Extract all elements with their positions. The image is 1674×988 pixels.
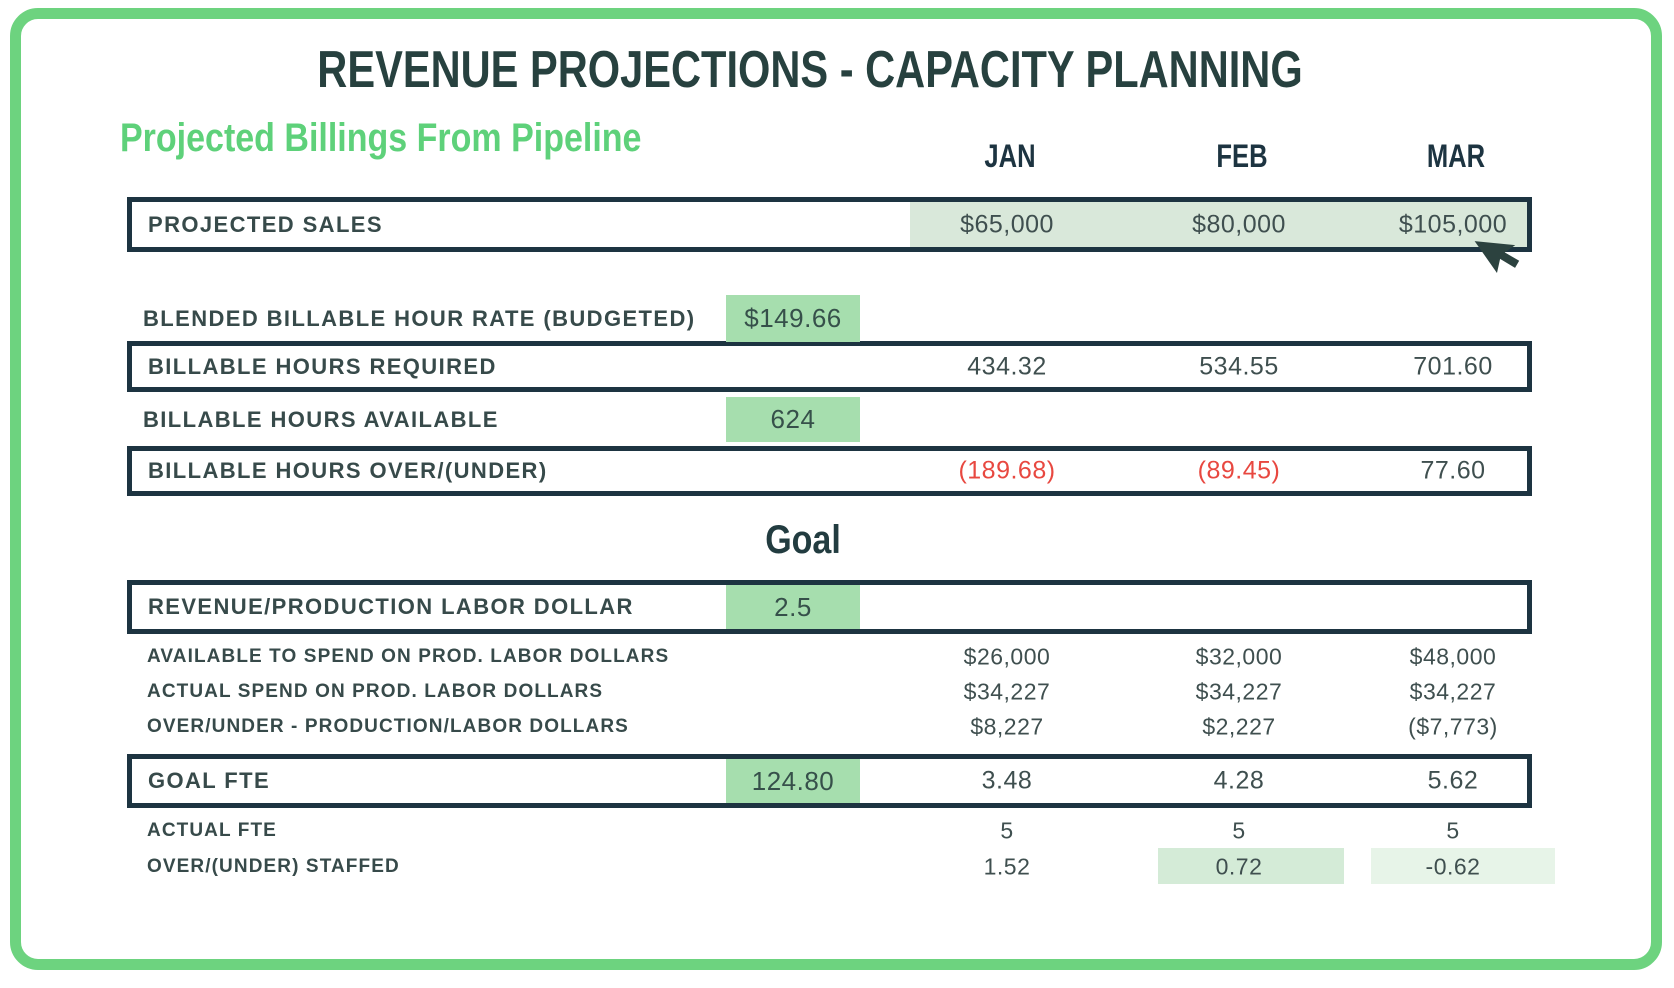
cell-hours-required-feb[interactable]: 534.55 bbox=[1199, 352, 1279, 380]
row-projected-sales: PROJECTED SALES $65,000 $80,000 $105,000 bbox=[127, 197, 1532, 252]
row-label: BILLABLE HOURS OVER/(UNDER) bbox=[148, 458, 548, 483]
row-available-to-spend: AVAILABLE TO SPEND ON PROD. LABOR DOLLAR… bbox=[127, 640, 1532, 674]
cell-hours-over-under-jan[interactable]: (189.68) bbox=[958, 456, 1056, 485]
cell-goal-fte-feb[interactable]: 4.28 bbox=[1213, 766, 1265, 795]
cell-over-under-labor-jan[interactable]: $8,227 bbox=[970, 713, 1044, 740]
section-heading-goal: Goal bbox=[765, 518, 841, 562]
cursor-icon bbox=[1464, 234, 1526, 301]
cell-goal-fte-value[interactable]: 124.80 bbox=[726, 759, 860, 803]
cell-actual-spend-jan[interactable]: $34,227 bbox=[963, 678, 1051, 705]
row-over-under-labor-dollars: OVER/UNDER - PRODUCTION/LABOR DOLLARS $8… bbox=[127, 710, 1532, 744]
row-label: BILLABLE HOURS AVAILABLE bbox=[143, 406, 499, 432]
column-header-mar: MAR bbox=[1426, 138, 1486, 174]
section-heading-pipeline: Projected Billings From Pipeline bbox=[120, 116, 642, 160]
row-label: ACTUAL FTE bbox=[147, 820, 277, 841]
row-label: AVAILABLE TO SPEND ON PROD. LABOR DOLLAR… bbox=[147, 646, 670, 667]
cell-projected-sales-feb[interactable]: $80,000 bbox=[1192, 210, 1286, 238]
cell-staffed-feb[interactable]: 0.72 bbox=[1215, 853, 1263, 879]
cell-available-to-spend-feb[interactable]: $32,000 bbox=[1195, 643, 1283, 670]
column-header-feb: FEB bbox=[1216, 138, 1268, 174]
row-label: BILLABLE HOURS REQUIRED bbox=[148, 353, 497, 379]
cell-over-under-labor-mar[interactable]: ($7,773) bbox=[1408, 713, 1498, 740]
row-goal-fte: GOAL FTE 124.80 3.48 4.28 5.62 bbox=[127, 754, 1532, 808]
cell-available-to-spend-jan[interactable]: $26,000 bbox=[963, 643, 1051, 670]
cell-revenue-per-labor-value[interactable]: 2.5 bbox=[726, 585, 860, 629]
cell-actual-fte-feb[interactable]: 5 bbox=[1232, 817, 1246, 844]
page-border-frame bbox=[10, 8, 1662, 970]
row-hours-required: BILLABLE HOURS REQUIRED 434.32 534.55 70… bbox=[127, 341, 1532, 392]
cell-goal-fte-mar[interactable]: 5.62 bbox=[1427, 766, 1479, 795]
cell-available-to-spend-mar[interactable]: $48,000 bbox=[1409, 643, 1497, 670]
row-label: OVER/UNDER - PRODUCTION/LABOR DOLLARS bbox=[147, 716, 629, 737]
row-label: PROJECTED SALES bbox=[148, 211, 383, 237]
row-over-under-staffed: OVER/(UNDER) STAFFED 1.52 0.72 -0.62 bbox=[127, 848, 1555, 884]
cell-staffed-jan[interactable]: 1.52 bbox=[983, 853, 1031, 879]
projected-sales-highlight-fill bbox=[910, 202, 1527, 247]
row-label: ACTUAL SPEND ON PROD. LABOR DOLLARS bbox=[147, 681, 604, 702]
column-header-jan: JAN bbox=[984, 138, 1036, 174]
cell-staffed-mar[interactable]: -0.62 bbox=[1425, 853, 1481, 879]
row-label: GOAL FTE bbox=[148, 768, 271, 793]
cell-over-under-labor-feb[interactable]: $2,227 bbox=[1202, 713, 1276, 740]
staffed-feb-highlight bbox=[1158, 848, 1344, 884]
cell-hours-available-value[interactable]: 624 bbox=[726, 397, 860, 442]
cell-hours-over-under-mar[interactable]: 77.60 bbox=[1420, 456, 1486, 485]
row-hours-available: BILLABLE HOURS AVAILABLE 624 bbox=[127, 397, 1532, 442]
cell-actual-spend-mar[interactable]: $34,227 bbox=[1409, 678, 1497, 705]
staffed-mar-highlight bbox=[1371, 848, 1555, 884]
row-label: OVER/(UNDER) STAFFED bbox=[147, 855, 400, 877]
row-blended-rate: BLENDED BILLABLE HOUR RATE (BUDGETED) $1… bbox=[127, 295, 1532, 342]
row-actual-fte: ACTUAL FTE 5 5 5 bbox=[127, 814, 1532, 848]
cell-actual-fte-jan[interactable]: 5 bbox=[1000, 817, 1014, 844]
row-actual-spend: ACTUAL SPEND ON PROD. LABOR DOLLARS $34,… bbox=[127, 675, 1532, 709]
cell-hours-required-mar[interactable]: 701.60 bbox=[1413, 352, 1493, 380]
cell-goal-fte-jan[interactable]: 3.48 bbox=[981, 766, 1033, 795]
cell-blended-rate-value[interactable]: $149.66 bbox=[726, 295, 860, 342]
cell-actual-fte-mar[interactable]: 5 bbox=[1446, 817, 1460, 844]
page-title: REVENUE PROJECTIONS - CAPACITY PLANNING bbox=[317, 41, 1303, 99]
row-revenue-per-labor-dollar: REVENUE/PRODUCTION LABOR DOLLAR 2.5 bbox=[127, 580, 1532, 634]
cell-projected-sales-jan[interactable]: $65,000 bbox=[960, 210, 1054, 238]
cell-hours-over-under-feb[interactable]: (89.45) bbox=[1197, 456, 1281, 485]
row-label: REVENUE/PRODUCTION LABOR DOLLAR bbox=[148, 594, 634, 619]
cell-hours-required-jan[interactable]: 434.32 bbox=[967, 352, 1047, 380]
cell-actual-spend-feb[interactable]: $34,227 bbox=[1195, 678, 1283, 705]
cell-projected-sales-mar[interactable]: $105,000 bbox=[1398, 210, 1508, 238]
row-label: BLENDED BILLABLE HOUR RATE (BUDGETED) bbox=[143, 305, 696, 331]
row-hours-over-under: BILLABLE HOURS OVER/(UNDER) (189.68) (89… bbox=[127, 446, 1532, 496]
